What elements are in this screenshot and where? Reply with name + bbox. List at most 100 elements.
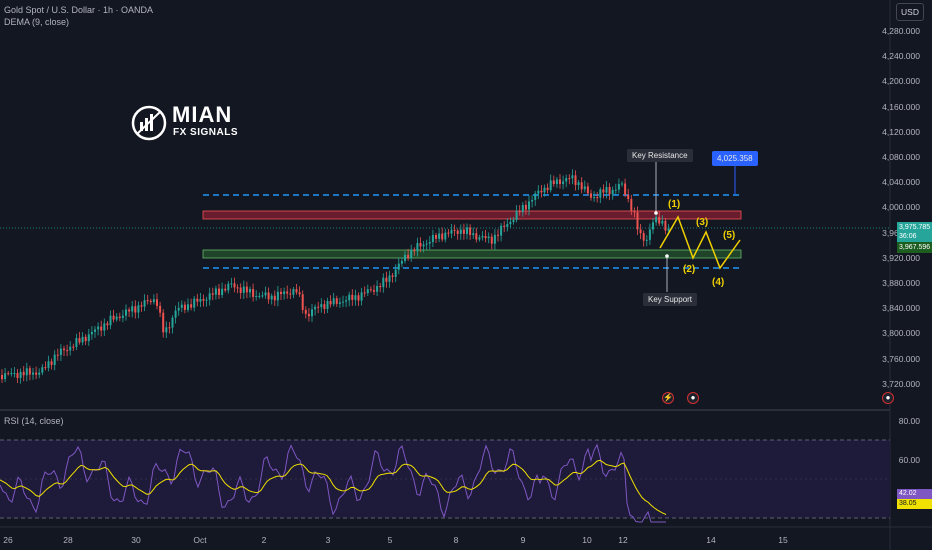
wave-4-label: (4): [712, 277, 725, 288]
candle-body: [348, 294, 351, 301]
candle-body: [422, 244, 425, 247]
candle-body: [292, 289, 295, 295]
candle-body: [528, 201, 530, 210]
support-zone: [202, 249, 742, 259]
candle-body: [555, 179, 558, 185]
candle-body: [379, 285, 382, 288]
candle-body: [444, 232, 447, 240]
candle-body: [438, 233, 441, 239]
candle-body: [22, 371, 25, 376]
candle-body: [245, 286, 248, 293]
candle-body: [391, 275, 394, 277]
lightning-event-icon[interactable]: ⚡: [662, 392, 674, 404]
price-tick: 4,280.000: [882, 26, 920, 36]
candle-body: [617, 183, 620, 190]
candle-body: [118, 316, 121, 318]
candle-body: [183, 304, 186, 310]
candle-body: [382, 277, 385, 288]
target-price-label[interactable]: 4,025.358: [712, 151, 758, 166]
rsi-value-label: 42.02: [899, 490, 917, 497]
key-resistance-label[interactable]: Key Resistance: [627, 149, 693, 162]
candle-body: [400, 260, 403, 264]
rsi-line: [0, 443, 666, 523]
candle-body: [252, 288, 255, 297]
candle-body: [394, 269, 397, 277]
candle-body: [354, 295, 357, 300]
candle-body: [295, 289, 298, 293]
rsi-legend[interactable]: RSI (14, close): [4, 416, 64, 426]
wave-5-label: (5): [723, 230, 736, 241]
candle-body: [174, 310, 177, 318]
candle-body: [276, 291, 279, 301]
currency-button[interactable]: USD: [896, 3, 924, 21]
time-tick: 10: [582, 535, 592, 545]
candle-body: [286, 291, 289, 294]
dema-legend[interactable]: DEMA (9, close): [4, 17, 70, 27]
rsi-ma-line: [0, 459, 667, 515]
candle-body: [168, 327, 171, 329]
candle-body: [627, 194, 630, 200]
candle-body: [441, 233, 444, 240]
time-tick: 8: [453, 535, 459, 545]
time-tick: Oct: [193, 535, 207, 545]
candle-body: [162, 312, 165, 333]
logo-emblem-icon: [131, 105, 167, 141]
candle-body: [419, 243, 422, 247]
current-price-label: 3,975.785: [899, 224, 931, 231]
price-tick: 4,120.000: [882, 126, 920, 137]
candle-body: [41, 367, 44, 373]
candle-body: [599, 189, 602, 198]
time-tick: 2: [261, 535, 267, 545]
candle-body: [97, 326, 100, 330]
us-flag-event-icon-right[interactable]: ●: [882, 392, 894, 404]
candle-body: [366, 289, 369, 294]
candle-body: [323, 304, 326, 309]
candle-body: [447, 232, 450, 234]
candle-body: [131, 306, 134, 312]
time-tick: 12: [618, 535, 628, 545]
candle-body: [180, 304, 183, 308]
candle-body: [199, 299, 202, 302]
candle-body: [69, 346, 72, 351]
candle-body: [630, 199, 633, 211]
candle-body: [357, 295, 360, 301]
candle-body: [543, 187, 546, 193]
candle-body: [72, 346, 75, 348]
candle-body: [81, 336, 84, 343]
candle-body: [35, 372, 38, 375]
us-flag-event-icon[interactable]: ●: [687, 392, 699, 404]
resistance-dot: [654, 211, 658, 215]
candle-body: [351, 294, 354, 300]
candle-body: [28, 368, 31, 375]
key-support-label[interactable]: Key Support: [643, 293, 698, 306]
candle-body: [320, 304, 323, 308]
candle-body: [112, 315, 115, 320]
price-tick: 4,000.000: [882, 202, 920, 213]
symbol-title[interactable]: Gold Spot / U.S. Dollar · 1h · OANDA: [4, 5, 154, 15]
candle-body: [435, 234, 437, 239]
candle-body: [574, 175, 577, 186]
candle-body: [484, 235, 487, 239]
candle-body: [602, 189, 605, 193]
candle-body: [239, 287, 242, 293]
candle-body: [580, 182, 583, 190]
time-tick: 28: [63, 535, 73, 545]
candle-body: [472, 233, 475, 236]
candle-body: [4, 373, 7, 380]
candle-body: [633, 210, 636, 213]
candle-body: [549, 180, 552, 191]
candle-body: [270, 295, 273, 300]
candle-body: [373, 290, 375, 292]
candle-body: [165, 327, 168, 333]
candle-body: [125, 309, 127, 316]
candle-body: [273, 295, 276, 301]
price-tick: 4,040.000: [882, 177, 920, 188]
candle-body: [428, 242, 431, 244]
candle-body: [521, 204, 524, 213]
candles-group: [1, 169, 670, 384]
candle-body: [531, 199, 534, 202]
candle-body: [140, 305, 143, 307]
candle-body: [546, 187, 549, 191]
candle-body: [230, 283, 233, 285]
